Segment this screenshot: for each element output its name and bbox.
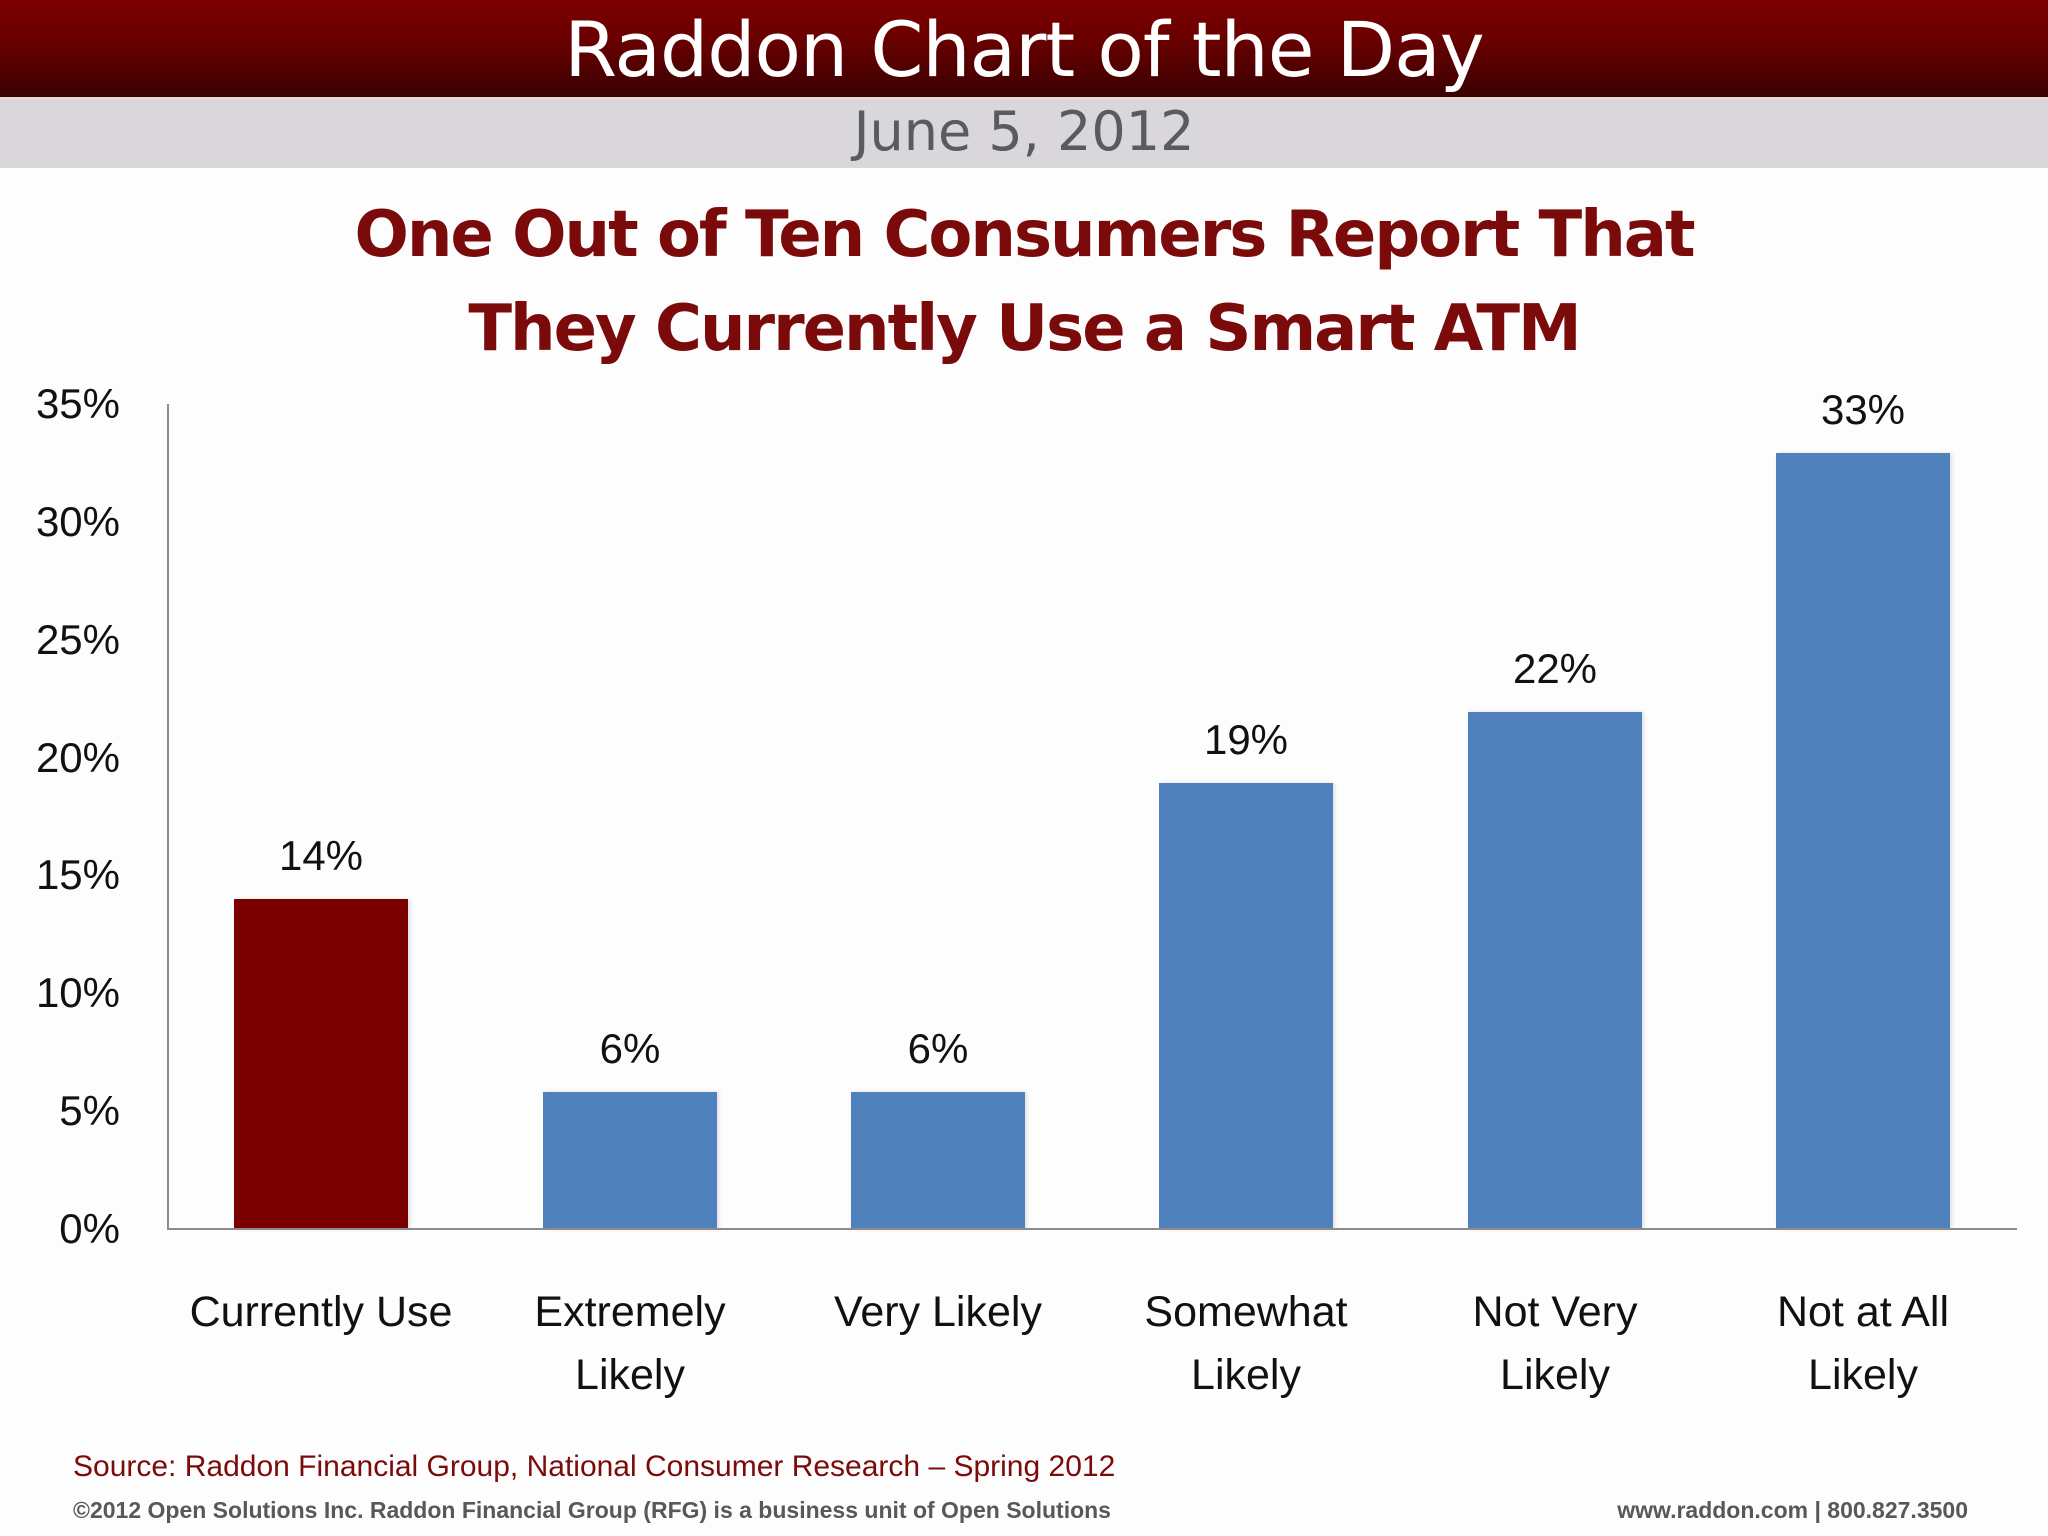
bar-not-very-likely	[1468, 712, 1642, 1229]
y-tick-label: 35%	[35, 380, 120, 427]
bar-not-at-all-likely	[1776, 453, 1950, 1229]
bar-extremely-likely	[543, 1091, 717, 1229]
y-tick-label: 25%	[35, 615, 120, 663]
bar-value-label: 33%	[1820, 386, 1906, 434]
date-band	[0, 97, 2048, 168]
header-band	[0, 0, 2048, 97]
bar-value-label: 6%	[907, 1024, 969, 1072]
bar-value-label: 19%	[1203, 716, 1289, 764]
y-tick-label: 10%	[35, 969, 120, 1017]
y-tick-label: 20%	[35, 733, 120, 781]
source-note: Source: Raddon Financial Group, National…	[73, 1450, 1116, 1483]
chart-title: One Out of Ten Consumers Report That The…	[0, 188, 2048, 376]
y-tick-label: 0%	[59, 1205, 120, 1252]
bar-value-label: 6%	[599, 1024, 661, 1072]
y-tick-label: 5%	[59, 1087, 120, 1135]
bar-very-likely	[851, 1091, 1025, 1229]
chart-date: June 5, 2012	[853, 100, 1195, 163]
copyright-note: ©2012 Open Solutions Inc. Raddon Financi…	[73, 1497, 1111, 1523]
chart-title-line-2: They Currently Use a Smart ATM	[468, 292, 1581, 366]
x-category-label: Not at All Likely	[1776, 1288, 1950, 1399]
x-category-label: Somewhat Likely	[1144, 1288, 1348, 1399]
x-category-label: Not Very Likely	[1472, 1288, 1638, 1399]
x-category-label: Extremely Likely	[534, 1288, 726, 1399]
bar-currently-use	[234, 899, 408, 1229]
contact-info: www.raddon.com | 800.827.3500	[1617, 1497, 1968, 1523]
page-title: Raddon Chart of the Day	[564, 5, 1484, 94]
bar-somewhat-likely	[1159, 783, 1333, 1229]
y-tick-label: 15%	[35, 851, 120, 899]
x-category-label: Currently Use	[189, 1288, 453, 1336]
bar-value-label: 14%	[278, 832, 364, 879]
chart-title-line-1: One Out of Ten Consumers Report That	[354, 198, 1695, 272]
bar-value-label: 22%	[1512, 645, 1598, 693]
y-tick-label: 30%	[35, 497, 120, 545]
y-axis-line	[167, 404, 169, 1230]
x-axis-line	[167, 1228, 2017, 1230]
x-category-label: Very Likely	[834, 1288, 1042, 1336]
